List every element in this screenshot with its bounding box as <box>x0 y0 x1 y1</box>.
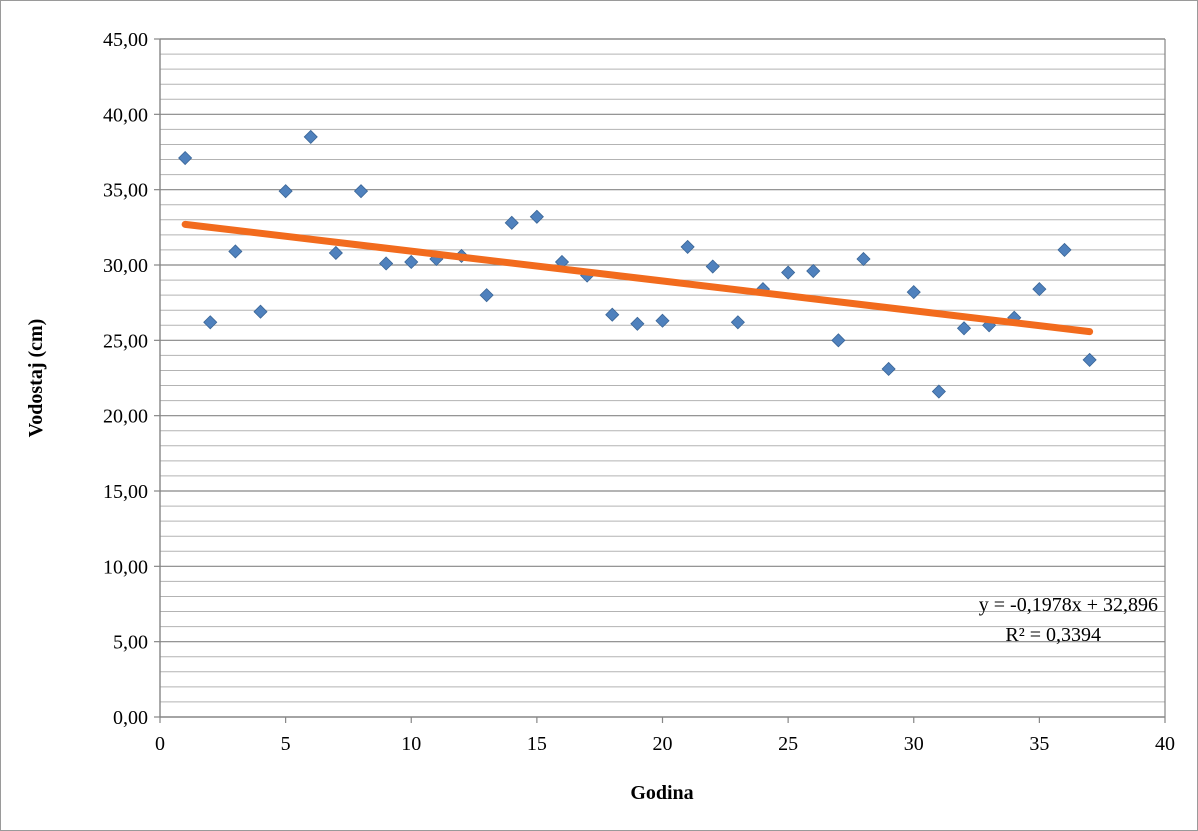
x-tick-label: 0 <box>155 733 165 755</box>
axes <box>154 38 1166 723</box>
data-point <box>630 316 645 331</box>
x-tick-label: 35 <box>1029 733 1049 755</box>
x-axis-tick-labels: 0 5 10 15 20 25 30 35 40 <box>155 733 1175 755</box>
x-tick-label: 20 <box>653 733 673 755</box>
y-tick-label: 25,00 <box>103 330 148 352</box>
y-tick-label: 0,00 <box>113 707 148 729</box>
data-point <box>881 361 896 377</box>
x-tick-label: 15 <box>527 733 547 755</box>
data-point <box>1057 242 1072 257</box>
data-point <box>479 288 494 303</box>
x-tick-label: 25 <box>778 733 798 755</box>
x-axis-title: Godina <box>630 782 693 804</box>
data-point <box>529 209 544 224</box>
y-axis-tick-labels: 0,00 5,00 10,00 15,00 20,00 25,00 30,00 35,00 40… <box>103 29 148 729</box>
data-point <box>504 215 519 230</box>
data-point <box>353 184 369 199</box>
data-point <box>781 265 796 280</box>
y-tick-label: 45,00 <box>103 29 148 51</box>
trendline <box>181 220 1094 336</box>
data-point <box>278 184 293 199</box>
data-point <box>655 313 670 328</box>
data-point <box>178 150 193 166</box>
minor-gridlines <box>160 53 1165 703</box>
y-tick-label: 40,00 <box>103 104 148 126</box>
trendline-group <box>181 220 1094 336</box>
x-tick-label: 30 <box>904 733 924 755</box>
trendline-r-squared: R² = 0,3394 <box>1005 624 1101 646</box>
y-tick-label: 5,00 <box>113 632 148 654</box>
data-point <box>379 256 394 271</box>
data-point <box>203 315 218 330</box>
data-point <box>328 245 343 261</box>
data-point <box>856 251 871 267</box>
x-tick-label: 10 <box>401 733 421 755</box>
major-gridlines <box>160 38 1165 643</box>
data-point <box>228 244 243 259</box>
data-points <box>178 129 1097 399</box>
data-point <box>303 129 318 144</box>
data-point <box>730 315 745 330</box>
x-tick-label: 40 <box>1155 733 1175 755</box>
data-point <box>605 307 620 322</box>
x-tick-label: 5 <box>281 733 291 755</box>
y-tick-label: 30,00 <box>103 255 148 277</box>
y-tick-label: 10,00 <box>103 556 148 578</box>
y-tick-label: 15,00 <box>103 481 148 503</box>
data-point <box>931 384 946 399</box>
data-point <box>956 321 972 336</box>
data-point <box>906 285 921 300</box>
trendline-equation: y = -0,1978x + 32,896 <box>979 594 1158 616</box>
y-axis-title: Vodostaj (cm) <box>25 319 47 438</box>
y-tick-label: 20,00 <box>103 406 148 428</box>
data-point <box>806 263 821 279</box>
data-point <box>1032 282 1047 297</box>
data-point <box>705 259 720 274</box>
y-tick-label: 35,00 <box>103 180 148 202</box>
data-point <box>831 333 846 348</box>
data-point <box>680 239 695 254</box>
data-point <box>404 254 419 270</box>
data-point <box>1082 352 1097 367</box>
data-point <box>253 304 268 319</box>
